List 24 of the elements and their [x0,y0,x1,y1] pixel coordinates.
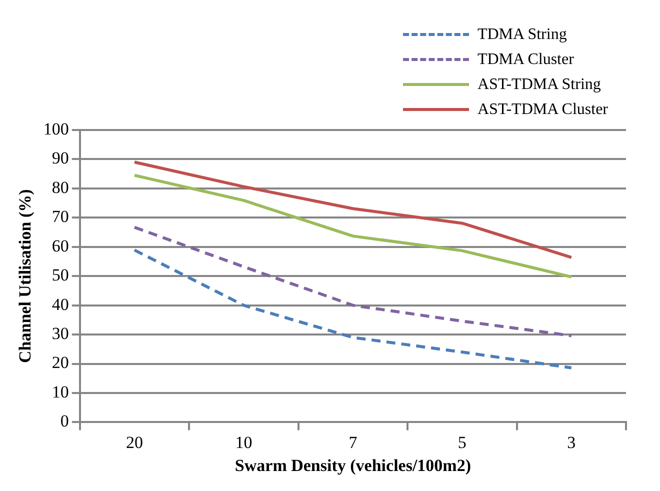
legend-label: AST-TDMA String [477,76,601,94]
y-tick-label: 100 [43,119,69,138]
y-tick-label: 20 [52,353,69,372]
legend-label: TDMA Cluster [477,50,574,68]
legend-label: AST-TDMA Cluster [477,100,608,118]
x-tick-label: 20 [126,432,144,452]
y-tick-label: 80 [52,178,69,197]
y-tick-label: 30 [52,324,69,344]
y-tick-label: 50 [52,266,69,285]
y-tick-label: 10 [52,382,69,402]
x-tick-label: 5 [458,432,466,452]
y-tick-label: 0 [60,412,69,431]
y-tick-label: 70 [52,207,69,226]
line-series [133,226,573,338]
y-tick-label: 90 [52,148,69,168]
y-tick-label: 40 [52,294,69,314]
x-tick-label: 3 [567,432,576,452]
line-series [133,248,573,370]
x-axis-title: Swarm Density (vehicles/100m2) [234,456,471,476]
x-tick-label: 7 [348,432,358,452]
y-tick-label: 60 [52,236,69,256]
x-tick-label: 10 [235,432,252,452]
y-axis-title: Channel Utilisation (%) [16,189,35,363]
legend-label: TDMA String [477,26,567,44]
